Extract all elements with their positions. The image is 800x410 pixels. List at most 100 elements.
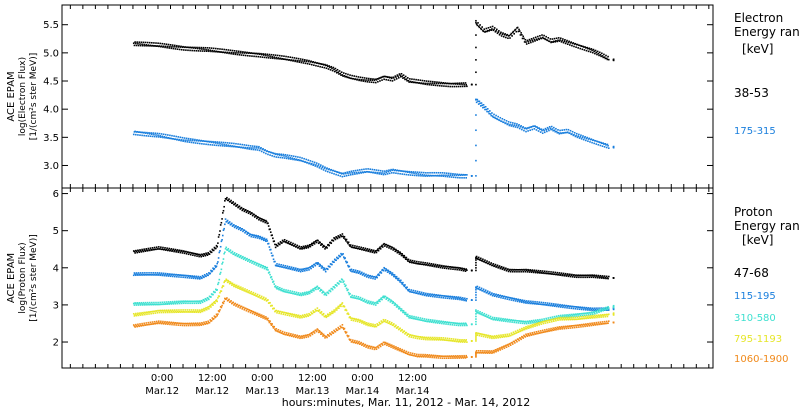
- data-point: [141, 274, 143, 276]
- data-point: [479, 102, 481, 105]
- data-point: [413, 172, 415, 175]
- data-point: [265, 219, 267, 222]
- data-point: [148, 272, 150, 274]
- data-point: [203, 273, 206, 276]
- data-point: [426, 293, 429, 296]
- data-point: [169, 134, 171, 137]
- data-point: [588, 316, 591, 319]
- data-point: [412, 81, 415, 84]
- data-point: [530, 334, 533, 336]
- y-axis-label-line: log(Electron Flux): [18, 57, 28, 136]
- data-point: [530, 271, 533, 274]
- data-point: [417, 316, 420, 319]
- data-point: [400, 72, 403, 75]
- data-point: [427, 82, 429, 85]
- data-point: [135, 312, 137, 315]
- data-point: [415, 316, 417, 318]
- data-point: [151, 301, 153, 304]
- data-point: [389, 79, 392, 82]
- data-point: [408, 335, 410, 338]
- data-point: [443, 357, 446, 360]
- data-point: [258, 218, 260, 221]
- data-point: [533, 128, 536, 130]
- data-point: [177, 324, 180, 326]
- data-point: [201, 301, 204, 304]
- data-point: [310, 243, 312, 246]
- data-point: [310, 289, 312, 292]
- data-point: [307, 60, 310, 63]
- y-tick-label: 6: [53, 189, 59, 200]
- data-point: [293, 335, 296, 337]
- data-point: [256, 217, 258, 220]
- data-point: [305, 247, 308, 249]
- data-point: [531, 324, 534, 326]
- data-point: [355, 75, 358, 78]
- data-point: [228, 142, 231, 144]
- data-point: [349, 173, 352, 176]
- data-point: [503, 319, 506, 321]
- data-point: [247, 308, 249, 311]
- data-point: [137, 314, 140, 317]
- data-point: [482, 104, 485, 106]
- data-point: [447, 265, 449, 268]
- data-point: [167, 323, 169, 326]
- data-point: [273, 325, 276, 328]
- data-point: [187, 137, 190, 140]
- data-point: [249, 210, 251, 213]
- data-point: [547, 272, 550, 275]
- data-point: [336, 256, 338, 259]
- data-point: [366, 344, 369, 347]
- data-point: [457, 296, 460, 298]
- data-point: [465, 177, 467, 179]
- data-point: [427, 292, 429, 295]
- data-point: [146, 323, 149, 326]
- data-point: [564, 314, 566, 316]
- data-point: [175, 311, 177, 314]
- data-point: [433, 82, 436, 85]
- data-point: [289, 243, 292, 245]
- data-point: [527, 327, 530, 329]
- data-point: [532, 300, 534, 303]
- data-point: [382, 295, 385, 298]
- data-point: [218, 251, 221, 254]
- data-point: [235, 284, 238, 287]
- data-point: [292, 335, 295, 338]
- data-point: [282, 264, 285, 267]
- data-point: [581, 48, 584, 51]
- data-point: [197, 302, 200, 305]
- data-point: [521, 301, 523, 304]
- data-point: [244, 54, 247, 57]
- data-point: [375, 251, 378, 254]
- data-point: [448, 337, 451, 340]
- data-point: [233, 224, 235, 226]
- data-point: [425, 356, 427, 358]
- data-point: [368, 324, 371, 326]
- data-point: [479, 259, 481, 261]
- data-point: [478, 312, 481, 315]
- data-point: [333, 309, 335, 311]
- data-point: [254, 292, 257, 295]
- data-point: [535, 322, 538, 325]
- data-point: [299, 247, 302, 250]
- data-point: [306, 313, 308, 316]
- data-point: [187, 311, 190, 313]
- data-point: [399, 327, 401, 330]
- data-point: [434, 338, 437, 340]
- data-point: [562, 41, 565, 44]
- data-point: [182, 276, 184, 279]
- data-point: [347, 73, 349, 76]
- data-point: [413, 354, 415, 357]
- data-point: [408, 317, 410, 319]
- data-point: [387, 299, 390, 302]
- data-point: [393, 247, 395, 250]
- data-point: [222, 229, 225, 232]
- data-point: [363, 77, 366, 79]
- data-point: [372, 301, 374, 303]
- data-point: [293, 245, 296, 247]
- data-point: [191, 252, 193, 254]
- data-point: [605, 313, 608, 316]
- data-point: [176, 275, 178, 278]
- data-point: [521, 329, 524, 332]
- data-point: [315, 64, 317, 67]
- data-point: [340, 74, 342, 76]
